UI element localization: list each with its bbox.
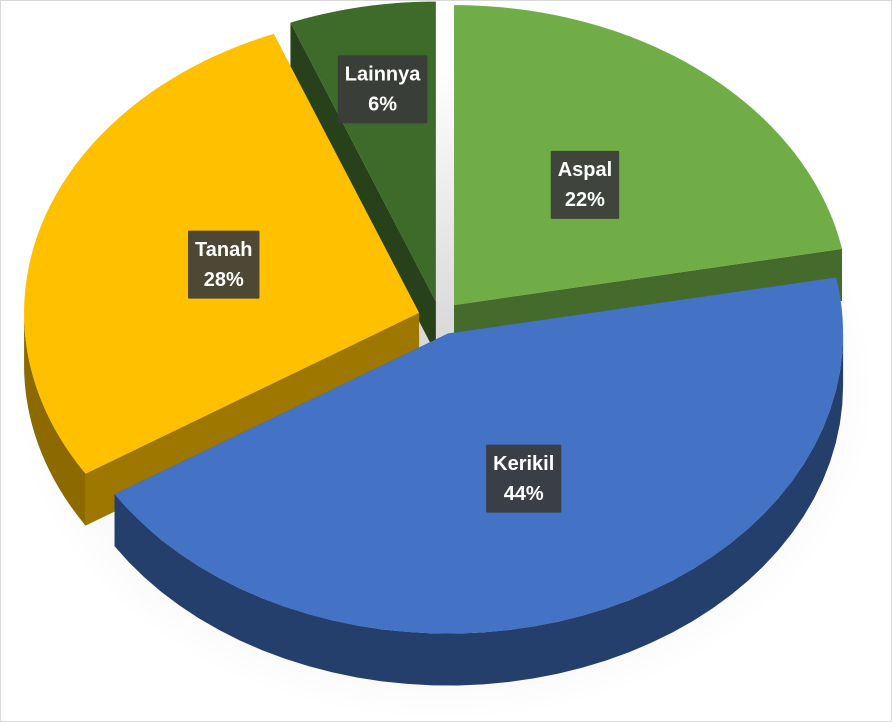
pie-slice-wall xyxy=(114,333,844,686)
pie-slice-side xyxy=(290,22,436,354)
data-label: Tanah 28% xyxy=(188,230,260,299)
data-label-category: Kerikil xyxy=(493,453,554,475)
pie-slice-wall xyxy=(24,312,86,526)
data-label-value: 22% xyxy=(565,189,605,211)
data-label-value: 28% xyxy=(204,269,244,291)
data-label-category: Aspal xyxy=(558,159,612,181)
pie-slice xyxy=(114,277,844,634)
labels: Aspal 22% Kerikil 44% Tanah 28% Lainnya 6% xyxy=(188,55,620,513)
data-label-box xyxy=(188,230,260,299)
data-label-category: Tanah xyxy=(195,239,252,261)
data-label-box xyxy=(486,444,562,513)
data-label-box xyxy=(337,55,428,124)
data-label: Kerikil 44% xyxy=(486,444,562,513)
pie-slice xyxy=(454,5,843,306)
data-label: Lainnya 6% xyxy=(337,55,428,124)
data-label-category: Lainnya xyxy=(345,64,421,86)
data-label-value: 6% xyxy=(368,94,397,116)
data-label-box xyxy=(550,150,620,219)
data-label: Aspal 22% xyxy=(550,150,620,219)
data-label-value: 44% xyxy=(504,483,544,505)
